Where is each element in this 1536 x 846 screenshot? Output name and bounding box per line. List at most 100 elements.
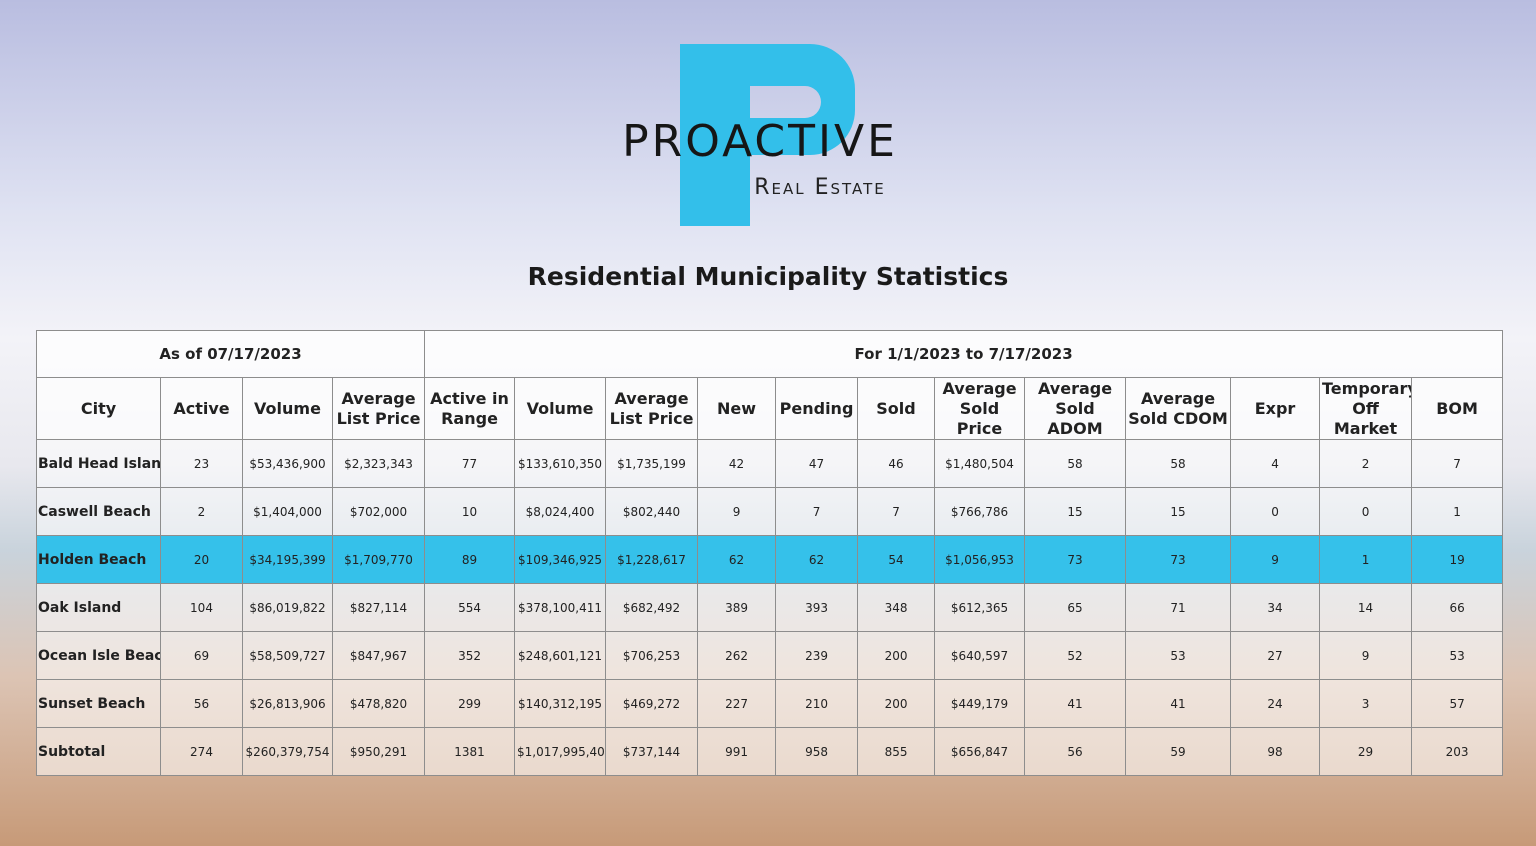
value-cell: 59 [1125, 727, 1232, 776]
column-header: BOM [1411, 377, 1504, 440]
logo-name: PROACTIVE [622, 116, 898, 167]
value-cell: 41 [1125, 679, 1232, 728]
city-cell: Caswell Beach [36, 487, 161, 536]
value-cell: $109,346,925 [514, 535, 607, 584]
value-cell: $706,253 [605, 631, 699, 680]
data-row: Subtotal 274 $260,379,754 $950,291 1381 $1,01… [36, 727, 1504, 776]
value-cell: 200 [857, 631, 936, 680]
stats-table: As of 07/17/2023 For 1/1/2023 to 7/17/20… [35, 330, 1504, 776]
value-cell: 389 [697, 583, 777, 632]
value-cell: $248,601,121 [514, 631, 607, 680]
value-cell: 71 [1125, 583, 1232, 632]
column-header: City [36, 377, 161, 440]
data-row: Holden Beach 20 $34,195,399 $1,709,770 89 $10… [36, 535, 1504, 584]
value-cell: 210 [775, 679, 859, 728]
data-row: Bald Head Island 23 $53,436,900 $2,323,343 7… [36, 439, 1504, 488]
value-cell: 42 [697, 439, 777, 488]
value-cell: 23 [160, 439, 243, 488]
value-cell: $702,000 [331, 487, 426, 536]
group-header: As of 07/17/2023 [35, 330, 426, 378]
column-header: Average Sold Price [934, 377, 1026, 440]
value-cell: 34 [1230, 583, 1321, 632]
value-cell: 58 [1125, 439, 1232, 488]
column-header: Volume [514, 377, 607, 440]
header-row: City Active Volume Average List Price Active… [36, 377, 1504, 440]
value-cell: 2 [160, 487, 243, 536]
column-header: Active [160, 377, 243, 440]
value-cell: 7 [1411, 439, 1504, 488]
value-cell: $1,709,770 [331, 535, 426, 584]
value-cell: 1 [1411, 487, 1504, 536]
value-cell: $1,017,995,402 [514, 727, 607, 776]
value-cell: $682,492 [605, 583, 699, 632]
value-cell: 62 [775, 535, 859, 584]
value-cell: 73 [1125, 535, 1232, 584]
value-cell: 65 [1024, 583, 1127, 632]
value-cell: $478,820 [331, 679, 426, 728]
group-header: For 1/1/2023 to 7/17/2023 [424, 330, 1504, 378]
value-cell: 227 [697, 679, 777, 728]
column-header: Average List Price [331, 377, 426, 440]
city-cell: Sunset Beach [36, 679, 161, 728]
title: Residential Municipality Statistics [527, 262, 1009, 291]
value-cell: $1,056,953 [934, 535, 1026, 584]
value-cell: 69 [160, 631, 243, 680]
value-cell: 98 [1230, 727, 1321, 776]
value-cell: 41 [1024, 679, 1127, 728]
city-cell: Ocean Isle Beach [36, 631, 161, 680]
value-cell: $847,967 [331, 631, 426, 680]
value-cell: $53,436,900 [242, 439, 333, 488]
value-cell: 262 [697, 631, 777, 680]
value-cell: 855 [857, 727, 936, 776]
value-cell: 52 [1024, 631, 1127, 680]
value-cell: $86,019,822 [242, 583, 333, 632]
value-cell: 9 [697, 487, 777, 536]
value-cell: 9 [1319, 631, 1413, 680]
column-header: Volume [242, 377, 333, 440]
value-cell: 24 [1230, 679, 1321, 728]
column-header: New [697, 377, 777, 440]
logo-mark [680, 44, 855, 226]
value-cell: 77 [424, 439, 516, 488]
data-row: Oak Island 104 $86,019,822 $827,114 554 $378,… [36, 583, 1504, 632]
value-cell: 57 [1411, 679, 1504, 728]
value-cell: $827,114 [331, 583, 426, 632]
value-cell: $26,813,906 [242, 679, 333, 728]
value-cell: $1,228,617 [605, 535, 699, 584]
value-cell: 27 [1230, 631, 1321, 680]
value-cell: 0 [1230, 487, 1321, 536]
value-cell: 1 [1319, 535, 1413, 584]
column-header: Pending [775, 377, 859, 440]
value-cell: 10 [424, 487, 516, 536]
value-cell: 2 [1319, 439, 1413, 488]
value-cell: $8,024,400 [514, 487, 607, 536]
value-cell: $34,195,399 [242, 535, 333, 584]
column-header: Expr [1230, 377, 1321, 440]
city-cell: Holden Beach [36, 535, 161, 584]
column-header: Average Sold CDOM [1125, 377, 1232, 440]
value-cell: 15 [1024, 487, 1127, 536]
value-cell: 554 [424, 583, 516, 632]
value-cell: $58,509,727 [242, 631, 333, 680]
value-cell: 348 [857, 583, 936, 632]
logo: PROACTIVE Real Estate [622, 44, 898, 226]
data-row: Caswell Beach 2 $1,404,000 $702,000 10 $8,024… [36, 487, 1504, 536]
value-cell: 352 [424, 631, 516, 680]
value-cell: 299 [424, 679, 516, 728]
value-cell: 56 [160, 679, 243, 728]
value-cell: 104 [160, 583, 243, 632]
value-cell: 29 [1319, 727, 1413, 776]
value-cell: 53 [1125, 631, 1232, 680]
value-cell: $133,610,350 [514, 439, 607, 488]
value-cell: 15 [1125, 487, 1232, 536]
column-header: Temporary Off Market [1319, 377, 1413, 440]
value-cell: $950,291 [331, 727, 426, 776]
value-cell: $1,480,504 [934, 439, 1026, 488]
value-cell: 54 [857, 535, 936, 584]
value-cell: 1381 [424, 727, 516, 776]
group-row: As of 07/17/2023 For 1/1/2023 to 7/17/20… [35, 330, 1504, 378]
value-cell: 0 [1319, 487, 1413, 536]
value-cell: 14 [1319, 583, 1413, 632]
value-cell: 200 [857, 679, 936, 728]
